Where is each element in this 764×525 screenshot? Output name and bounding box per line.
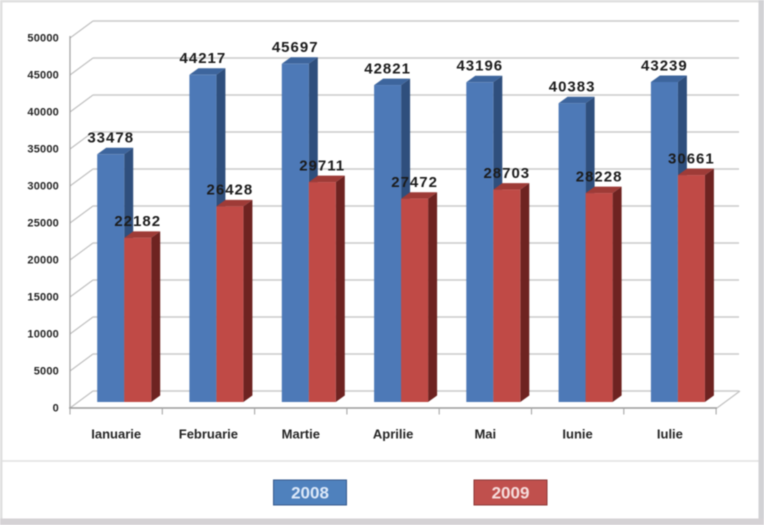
svg-text:10000: 10000 (27, 329, 59, 341)
svg-text:22182: 22182 (114, 213, 161, 230)
svg-text:27472: 27472 (391, 174, 438, 191)
svg-text:Mai: Mai (474, 427, 496, 442)
svg-text:33478: 33478 (87, 130, 134, 147)
svg-text:2009: 2009 (492, 484, 530, 503)
svg-text:Ianuarie: Ianuarie (91, 427, 141, 442)
svg-text:29711: 29711 (299, 157, 345, 174)
svg-text:5000: 5000 (34, 366, 59, 378)
svg-text:30661: 30661 (668, 150, 715, 167)
svg-text:40383: 40383 (549, 79, 596, 96)
svg-text:28703: 28703 (483, 165, 530, 182)
svg-text:45000: 45000 (27, 70, 59, 82)
svg-text:40000: 40000 (27, 107, 59, 119)
svg-text:30000: 30000 (27, 181, 59, 193)
svg-text:25000: 25000 (27, 218, 59, 230)
svg-text:35000: 35000 (27, 144, 59, 156)
svg-text:45697: 45697 (272, 39, 319, 56)
svg-text:Aprilie: Aprilie (373, 427, 413, 442)
svg-text:0: 0 (53, 403, 59, 415)
svg-text:Februarie: Februarie (179, 427, 238, 442)
svg-text:43196: 43196 (456, 58, 503, 75)
svg-text:43239: 43239 (641, 57, 688, 74)
svg-text:50000: 50000 (27, 33, 59, 45)
svg-text:2008: 2008 (291, 484, 329, 503)
svg-text:20000: 20000 (27, 255, 59, 267)
svg-text:42821: 42821 (364, 60, 411, 77)
svg-text:Iunie: Iunie (562, 427, 592, 442)
svg-text:26428: 26428 (207, 182, 254, 199)
svg-text:44217: 44217 (180, 50, 227, 67)
svg-text:Iulie: Iulie (657, 427, 683, 442)
svg-text:28228: 28228 (576, 168, 623, 185)
svg-text:15000: 15000 (27, 292, 59, 304)
svg-text:Martie: Martie (282, 427, 320, 442)
